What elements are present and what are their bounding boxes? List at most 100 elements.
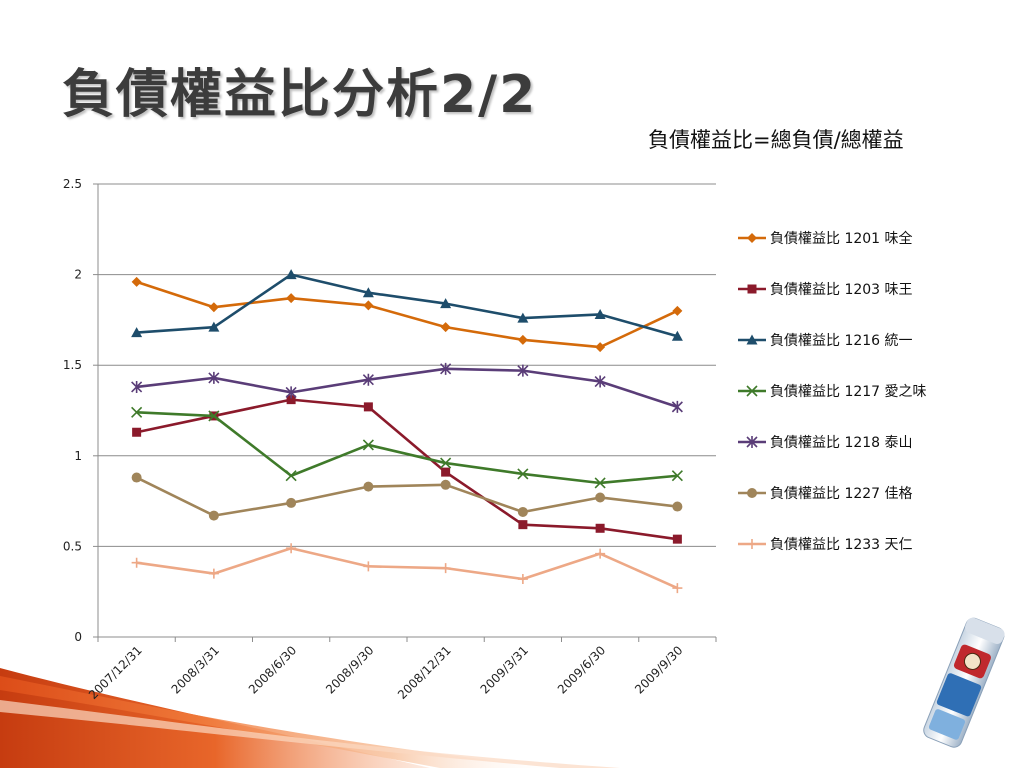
x-tick-label: 2008/3/31 bbox=[169, 643, 222, 696]
data-point bbox=[517, 468, 529, 480]
data-point bbox=[671, 400, 683, 413]
data-point bbox=[285, 269, 297, 280]
legend-entry: 負債權益比 1203 味王 bbox=[738, 282, 913, 298]
data-point bbox=[440, 362, 452, 375]
series-line bbox=[136, 367, 678, 409]
legend-entry: 負債權益比 1217 愛之味 bbox=[738, 384, 927, 400]
data-point bbox=[132, 427, 142, 437]
data-point bbox=[285, 386, 297, 399]
data-point bbox=[671, 330, 683, 341]
y-tick-label: 0 bbox=[74, 630, 82, 644]
legend-marker bbox=[746, 385, 758, 397]
series-1 bbox=[132, 395, 682, 544]
legend-entry: 負債權益比 1201 味全 bbox=[738, 230, 913, 247]
data-point bbox=[131, 472, 142, 483]
data-point bbox=[363, 481, 374, 492]
data-point bbox=[286, 293, 297, 304]
data-point bbox=[131, 380, 143, 393]
slide-subtitle: 負債權益比=總負債/總權益 bbox=[648, 128, 904, 152]
series-line bbox=[136, 546, 678, 590]
data-point bbox=[286, 497, 297, 508]
data-point bbox=[595, 492, 606, 503]
legend-label: 負債權益比 1217 愛之味 bbox=[770, 384, 927, 400]
legend-label: 負債權益比 1216 統一 bbox=[770, 333, 913, 349]
data-point bbox=[440, 322, 451, 333]
data-point bbox=[131, 557, 142, 568]
series-5 bbox=[131, 472, 683, 521]
data-point bbox=[208, 410, 220, 422]
data-point bbox=[208, 321, 220, 332]
data-point bbox=[208, 510, 219, 521]
x-tick-label: 2007/12/31 bbox=[86, 643, 145, 702]
data-point bbox=[595, 342, 606, 353]
legend-entry: 負債權益比 1233 天仁 bbox=[738, 537, 913, 553]
legend-label: 負債權益比 1218 泰山 bbox=[770, 435, 913, 451]
y-tick-label: 2 bbox=[74, 268, 82, 282]
data-point bbox=[363, 561, 374, 572]
y-tick-label: 1 bbox=[74, 449, 82, 463]
series-2 bbox=[131, 269, 683, 341]
legend-label: 負債權益比 1233 天仁 bbox=[770, 537, 913, 553]
data-point bbox=[286, 543, 297, 554]
data-point bbox=[363, 402, 373, 412]
data-point bbox=[671, 470, 683, 482]
chart-series bbox=[131, 269, 683, 594]
series-line bbox=[136, 398, 678, 541]
data-point bbox=[440, 479, 451, 490]
data-point bbox=[517, 334, 528, 345]
data-point bbox=[286, 395, 296, 405]
legend-entry: 負債權益比 1218 泰山 bbox=[738, 435, 913, 451]
legend-label: 負債權益比 1227 佳格 bbox=[770, 486, 913, 502]
series-line bbox=[136, 273, 678, 338]
data-point bbox=[672, 305, 683, 316]
data-point bbox=[440, 563, 451, 574]
legend-entry: 負債權益比 1216 統一 bbox=[738, 333, 913, 349]
series-6 bbox=[131, 543, 683, 594]
x-tick-label: 2009/3/31 bbox=[478, 643, 531, 696]
x-tick-label: 2008/6/30 bbox=[246, 643, 299, 696]
data-point bbox=[672, 501, 683, 512]
legend-label: 負債權益比 1201 味全 bbox=[770, 230, 913, 247]
data-point bbox=[594, 477, 606, 489]
chart-axes: 0 0.5 1 1.5 2 2.5 2007/12/31 2008/3/31 2008/6/30… bbox=[63, 177, 717, 702]
x-tick-label: 2009/9/30 bbox=[632, 643, 685, 696]
data-point bbox=[208, 568, 219, 579]
series-line bbox=[136, 476, 678, 517]
data-point bbox=[594, 375, 606, 388]
data-point bbox=[208, 302, 219, 313]
data-point bbox=[595, 548, 606, 559]
legend-marker bbox=[746, 334, 758, 345]
legend-marker bbox=[747, 488, 757, 498]
slide-title: 負債權益比分析2/2 bbox=[62, 65, 538, 125]
data-point bbox=[594, 308, 606, 319]
data-point bbox=[131, 327, 143, 338]
data-point bbox=[285, 470, 297, 482]
data-point bbox=[362, 439, 374, 451]
data-point bbox=[517, 364, 529, 377]
legend-marker bbox=[746, 436, 758, 448]
x-tick-label: 2008/12/31 bbox=[395, 643, 454, 702]
legend-entry: 負債權益比 1227 佳格 bbox=[738, 486, 913, 502]
data-point bbox=[208, 371, 220, 384]
data-point bbox=[131, 276, 142, 287]
series-line bbox=[136, 280, 678, 349]
data-point bbox=[440, 457, 452, 469]
data-point bbox=[595, 523, 605, 533]
legend-marker bbox=[747, 539, 757, 549]
data-point bbox=[517, 574, 528, 585]
data-point bbox=[362, 373, 374, 386]
data-point bbox=[672, 534, 682, 544]
series-4 bbox=[131, 362, 683, 413]
series-line bbox=[136, 411, 678, 485]
data-point bbox=[363, 300, 374, 311]
data-point bbox=[672, 583, 683, 594]
data-point bbox=[362, 287, 374, 298]
legend-marker bbox=[747, 233, 757, 243]
data-point bbox=[518, 520, 528, 530]
y-tick-label: 0.5 bbox=[63, 539, 82, 553]
x-tick-label: 2008/9/30 bbox=[323, 643, 376, 696]
x-tick-label: 2009/6/30 bbox=[555, 643, 608, 696]
